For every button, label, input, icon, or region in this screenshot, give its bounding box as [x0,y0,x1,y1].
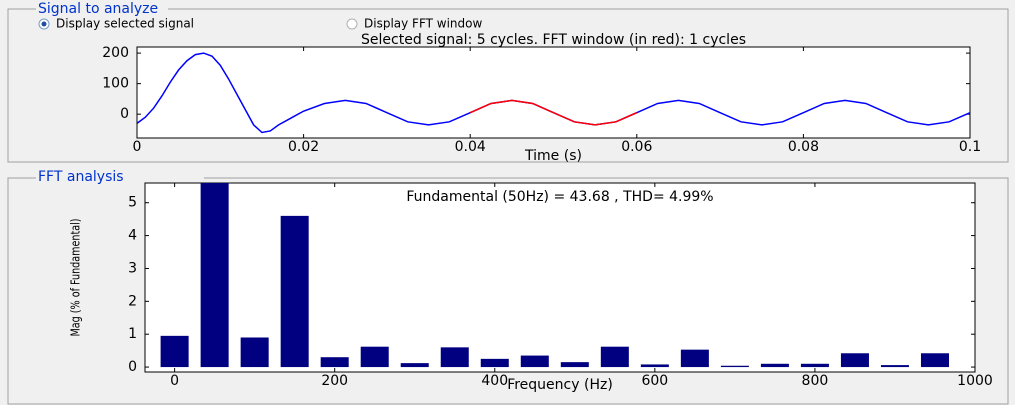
y-tick-label: 100 [102,76,129,92]
x-tick-label: 0.02 [288,139,319,155]
plot-marks [160,183,949,368]
x-tick-label: 200 [321,373,348,389]
x-tick-label: 400 [481,373,508,389]
chart-title: Fundamental (50Hz) = 43.68 , THD= 4.99% [406,189,713,205]
bar [160,335,189,368]
bar [800,363,829,368]
y-axis-label: Mag (% of Fundamental) [68,218,82,336]
bar [880,365,909,368]
x-tick-label: 0.08 [788,139,819,155]
signal-line [137,52,970,134]
bar [360,346,389,368]
panel-title: FFT analysis [38,169,124,185]
panel-title: Signal to analyze [38,1,158,17]
radio[interactable] [346,18,358,30]
x-tick-label: 0.1 [959,139,981,155]
x-tick-label: 600 [641,373,668,389]
bar [200,183,229,368]
plot-area [144,182,976,373]
y-tick-label: 0 [128,359,137,375]
radio-label[interactable]: Display FFT window [364,17,482,31]
panel-title-bg [36,2,168,16]
x-tick-label: 0 [170,373,179,389]
radio-dot [41,21,47,27]
bar [440,347,469,368]
y-tick-label: 1 [128,326,137,342]
panel-frame [7,177,1009,405]
panel-frame [7,8,1009,163]
x-tick-label: 800 [802,373,829,389]
y-tick-label: 5 [128,195,137,211]
y-tick-label: 3 [128,260,137,276]
panel-title-bg [36,170,204,184]
y-tick-label: 0 [120,106,129,122]
x-axis-label: Frequency (Hz) [507,377,613,393]
y-tick-label: 2 [128,293,137,309]
bar [280,215,309,368]
bar [840,353,869,368]
bar [240,337,269,368]
bar [560,362,589,368]
x-tick-label: 0.06 [621,139,652,155]
bar [920,353,949,368]
chart-title: Selected signal: 5 cycles. FFT window (i… [361,32,746,48]
bar [640,364,669,368]
bar [320,357,349,368]
radio-label[interactable]: Display selected signal [56,17,194,31]
signal-line [469,99,638,126]
bar [600,346,629,368]
bar [480,358,509,368]
x-axis-label: Time (s) [524,148,582,164]
plot-marks [137,52,970,134]
bar [680,349,709,368]
plot-area [136,46,971,139]
bar [720,365,749,368]
x-tick-label: 1000 [957,373,993,389]
bar [400,363,429,368]
x-tick-label: 0.04 [455,139,486,155]
y-tick-label: 200 [102,45,129,61]
bar [520,355,549,368]
y-tick-label: 4 [128,228,137,244]
bar [760,363,789,368]
x-tick-label: 0 [133,139,142,155]
